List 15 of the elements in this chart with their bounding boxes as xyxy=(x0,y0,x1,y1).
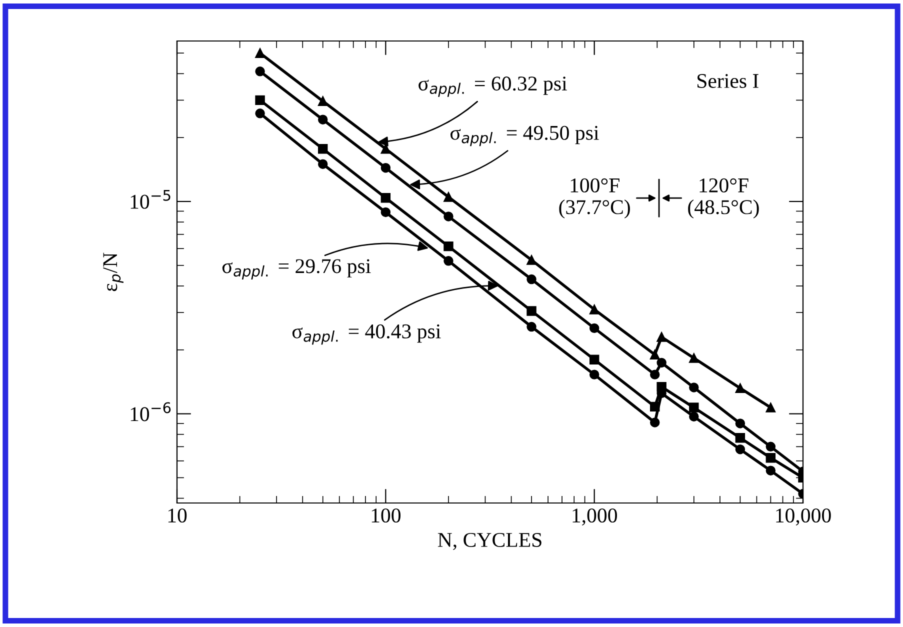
x-tick-label: 10,000 xyxy=(776,508,831,526)
annotation: σ$_{appl.}$ = 49.50 psi xyxy=(450,126,599,146)
annotation: σ$_{appl.}$ = 29.76 psi xyxy=(222,259,371,280)
x-axis-title: N, CYCLES xyxy=(438,532,542,550)
x-tick-label: 1,000 xyxy=(572,508,617,526)
y-tick-label: 10$^{−5}$ xyxy=(130,190,170,209)
annotation: 120°F (48.5°C) xyxy=(688,178,759,218)
x-tick-label: 100 xyxy=(372,508,400,523)
annotation: σ$_{appl.}$ = 40.43 psi xyxy=(292,324,441,345)
annotation: Series I xyxy=(698,74,758,88)
y-axis-title: ε$_{p}$/N xyxy=(103,252,124,292)
annotation: 100°F (37.7°C) xyxy=(559,178,630,218)
annotation: σ$_{appl.}$ = 60.32 psi xyxy=(418,76,567,97)
x-tick-label: 10 xyxy=(168,508,187,523)
y-tick-label: 10$^{−6}$ xyxy=(130,402,171,422)
